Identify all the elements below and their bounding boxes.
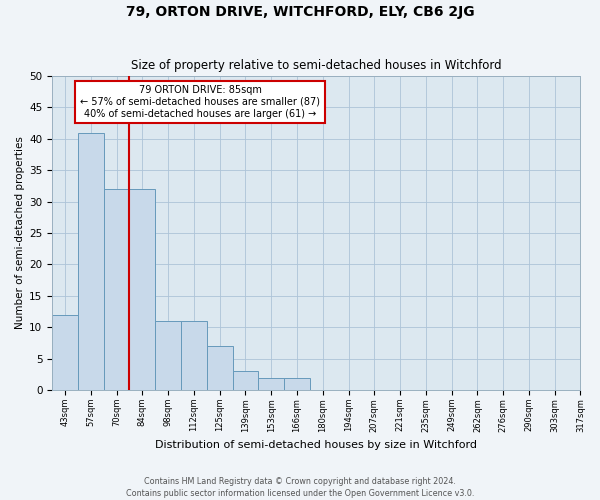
Text: Contains HM Land Registry data © Crown copyright and database right 2024.
Contai: Contains HM Land Registry data © Crown c… (126, 476, 474, 498)
Bar (78, 132, 104, 390)
Bar (130, 189, 155, 390)
Title: Size of property relative to semi-detached houses in Witchford: Size of property relative to semi-detach… (131, 59, 502, 72)
Bar (259, 378, 284, 390)
Bar (207, 346, 233, 390)
Bar (233, 372, 259, 390)
Y-axis label: Number of semi-detached properties: Number of semi-detached properties (15, 136, 25, 330)
Bar (155, 321, 181, 390)
Bar (181, 321, 207, 390)
Text: 79, ORTON DRIVE, WITCHFORD, ELY, CB6 2JG: 79, ORTON DRIVE, WITCHFORD, ELY, CB6 2JG (125, 5, 475, 19)
Text: 79 ORTON DRIVE: 85sqm
← 57% of semi-detached houses are smaller (87)
40% of semi: 79 ORTON DRIVE: 85sqm ← 57% of semi-deta… (80, 86, 320, 118)
Bar (284, 378, 310, 390)
Bar (52, 314, 78, 390)
X-axis label: Distribution of semi-detached houses by size in Witchford: Distribution of semi-detached houses by … (155, 440, 478, 450)
Bar (104, 189, 130, 390)
